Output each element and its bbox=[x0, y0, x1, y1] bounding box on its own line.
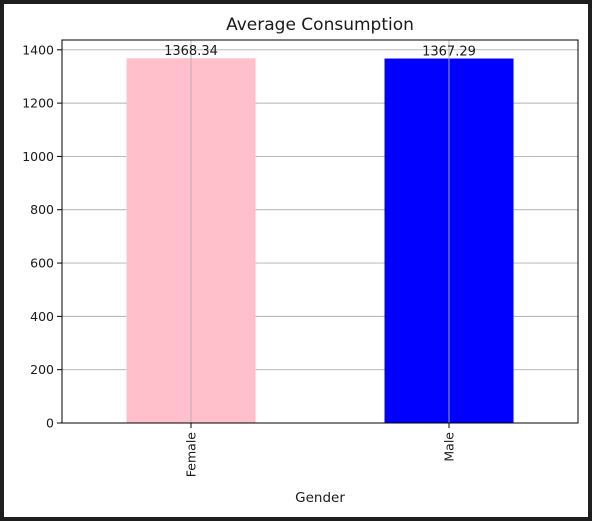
x-tick-label-female: Female bbox=[184, 432, 199, 478]
y-tick-label: 1400 bbox=[22, 42, 54, 57]
y-tick-label: 1200 bbox=[22, 96, 54, 111]
bar-chart: 0 200 400 600 800 1000 1200 1400 Female Male 1368… bbox=[4, 4, 588, 517]
chart-title: Average Consumption bbox=[226, 15, 414, 35]
y-tick-label: 1000 bbox=[22, 149, 54, 164]
data-label-male: 1367.29 bbox=[422, 45, 476, 60]
data-label-female: 1368.34 bbox=[164, 44, 218, 59]
bars-layer bbox=[127, 58, 514, 423]
y-tick-label: 0 bbox=[46, 416, 54, 431]
y-tick-label: 800 bbox=[30, 202, 54, 217]
x-axis-label: Gender bbox=[295, 490, 345, 506]
data-labels-layer: 1368.34 1367.29 bbox=[164, 44, 476, 59]
y-tick-label: 600 bbox=[30, 256, 54, 271]
chart-figure: 0 200 400 600 800 1000 1200 1400 Female Male 1368… bbox=[4, 4, 588, 517]
y-tick-label: 200 bbox=[30, 362, 54, 377]
y-tick-label: 400 bbox=[30, 309, 54, 324]
x-tick-label-male: Male bbox=[442, 432, 457, 462]
